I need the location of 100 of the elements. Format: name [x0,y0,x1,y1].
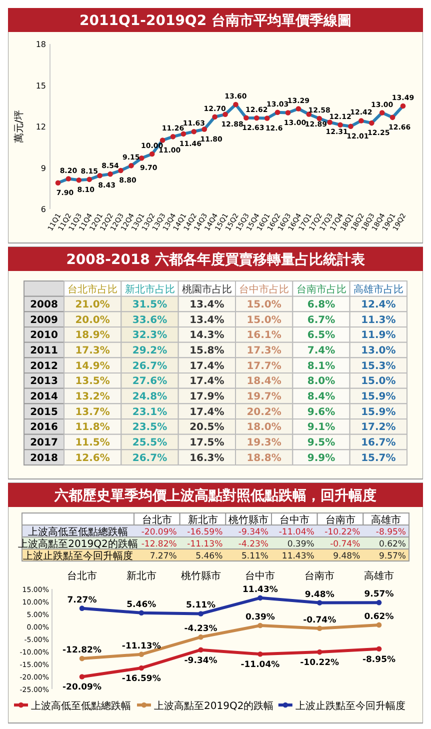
data-label: 17.7% [246,360,282,372]
x-tick-label: 高雄市 [364,570,394,582]
data-label: 26.7% [132,360,168,372]
data-label: 5.11% [186,600,216,611]
data-label: 19.7% [246,392,282,402]
data-label: 17.5% [190,438,224,448]
text: 0.39% [287,540,314,550]
data-label: 13.5% [75,376,110,388]
text: -10.22% [324,528,360,538]
y-tick-label: 2013 [30,376,58,388]
data-label: 17.3% [75,346,110,356]
x-tick-label: 新北市占比 [124,284,175,296]
y-tick-label: 2009 [30,314,58,326]
data-label: 8.1% [307,360,336,372]
x-tick-label: 台南市占比 [296,284,346,296]
y-tick-label: 2016 [30,422,58,434]
category-label: 台南市 [325,515,356,526]
data-label: 17.9% [190,392,224,402]
category-label: 台北市 [142,515,172,526]
data-label: -12.82% [62,646,102,656]
y-axis-title: 萬元/坪 [13,110,25,144]
data-label: 15.9% [361,392,396,402]
data-label: 9.5% [307,438,336,448]
data-label: 15.9% [361,406,396,418]
text: -16.59% [187,528,223,538]
data-label: 20.0% [75,314,110,326]
x-tick-label: 新北市 [126,570,156,582]
data-label: 13.4% [190,314,224,326]
data-label: 8.4% [307,392,336,402]
y-tick-label: 9 [40,164,46,173]
data-label: 6.7% [307,314,336,326]
text: -11.13% [187,540,223,550]
data-label: 11.9% [361,330,396,342]
data-label: 9.48% [304,590,335,600]
x-tick-label: 台北市占比 [68,284,118,296]
y-tick-label: 12 [36,122,46,132]
category-label: 新北市 [188,515,218,526]
data-label: 15.7% [361,452,396,464]
data-label: 15.0% [246,314,282,326]
data-label: -9.34% [184,656,218,666]
text: -12.82% [141,540,177,550]
data-label: 33.6% [132,314,168,326]
data-label: 17.4% [190,376,224,388]
text: 5.11% [241,552,268,562]
data-label: 21.0% [75,300,110,310]
text: 0.62% [378,540,406,550]
data-label: 16.1% [246,330,282,342]
data-label: 29.2% [132,346,168,356]
data-label: 15.3% [361,360,396,372]
data-label: 18.9% [75,330,110,342]
text: 上波高點至2019Q2的跌幅 [18,539,138,550]
data-label: 15.0% [361,376,396,388]
text: 7.27% [150,552,177,562]
data-label: -20.09% [62,682,102,693]
chart-title: 2011Q1-2019Q2 台南市平均單價季線圖 [80,12,352,29]
data-label: 17.4% [190,406,224,418]
data-label: 13.2% [75,392,110,402]
x-tick-label: 台中市 [245,570,276,582]
text: 上波止跌點至今回升幅度 [23,551,133,562]
data-label: 19.3% [246,438,282,448]
text: -9.34% [238,528,268,538]
data-label: 0.62% [364,612,394,622]
data-label: -8.95% [362,654,396,665]
data-label: 26.7% [132,452,168,464]
data-label: 9.6% [307,406,336,418]
data-label: 23.1% [132,406,168,418]
chart-title: 2008-2018 六都各年度買賣移轉量占比統計表 [66,251,366,268]
data-label: -16.59% [122,674,162,684]
data-label: 13.7% [75,406,110,418]
y-tick-label: 6 [40,205,46,214]
data-label: 23.5% [132,422,168,434]
data-label: 11.8% [75,422,110,434]
data-label: 18.0% [246,422,282,434]
data-label: 20.2% [246,406,282,418]
data-label: -4.23% [184,624,218,634]
y-tick-label: 2008 [30,300,58,310]
data-label: 7.4% [307,346,336,356]
data-label: 8.0% [307,376,336,388]
data-label: 11.3% [361,314,396,326]
y-tick-label: 2012 [30,360,58,372]
text: -8.95% [376,528,406,538]
data-label: 17.3% [246,346,282,356]
data-label: 6.5% [307,330,336,342]
text: -4.23% [238,540,268,550]
y-tick-label: 2014 [30,392,58,402]
data-label: 11.5% [75,438,110,448]
data-label: 13.0% [361,346,396,356]
x-tick-label: 台北市 [67,570,97,582]
data-label: 16.3% [190,452,224,464]
data-label: 25.5% [132,438,168,448]
data-label: 5.46% [126,600,157,610]
x-tick-label: 桃園市占比 [182,284,232,296]
data-label: 7.27% [67,595,98,606]
y-tick-label: 2011 [30,346,58,356]
data-label: 24.8% [132,392,168,402]
text: -20.09% [141,528,177,538]
x-tick-label: 台中市占比 [239,284,290,296]
data-label: 16.7% [361,438,396,448]
y-tick-label: 2018 [30,452,58,464]
x-tick-label: 台南市 [304,570,335,582]
